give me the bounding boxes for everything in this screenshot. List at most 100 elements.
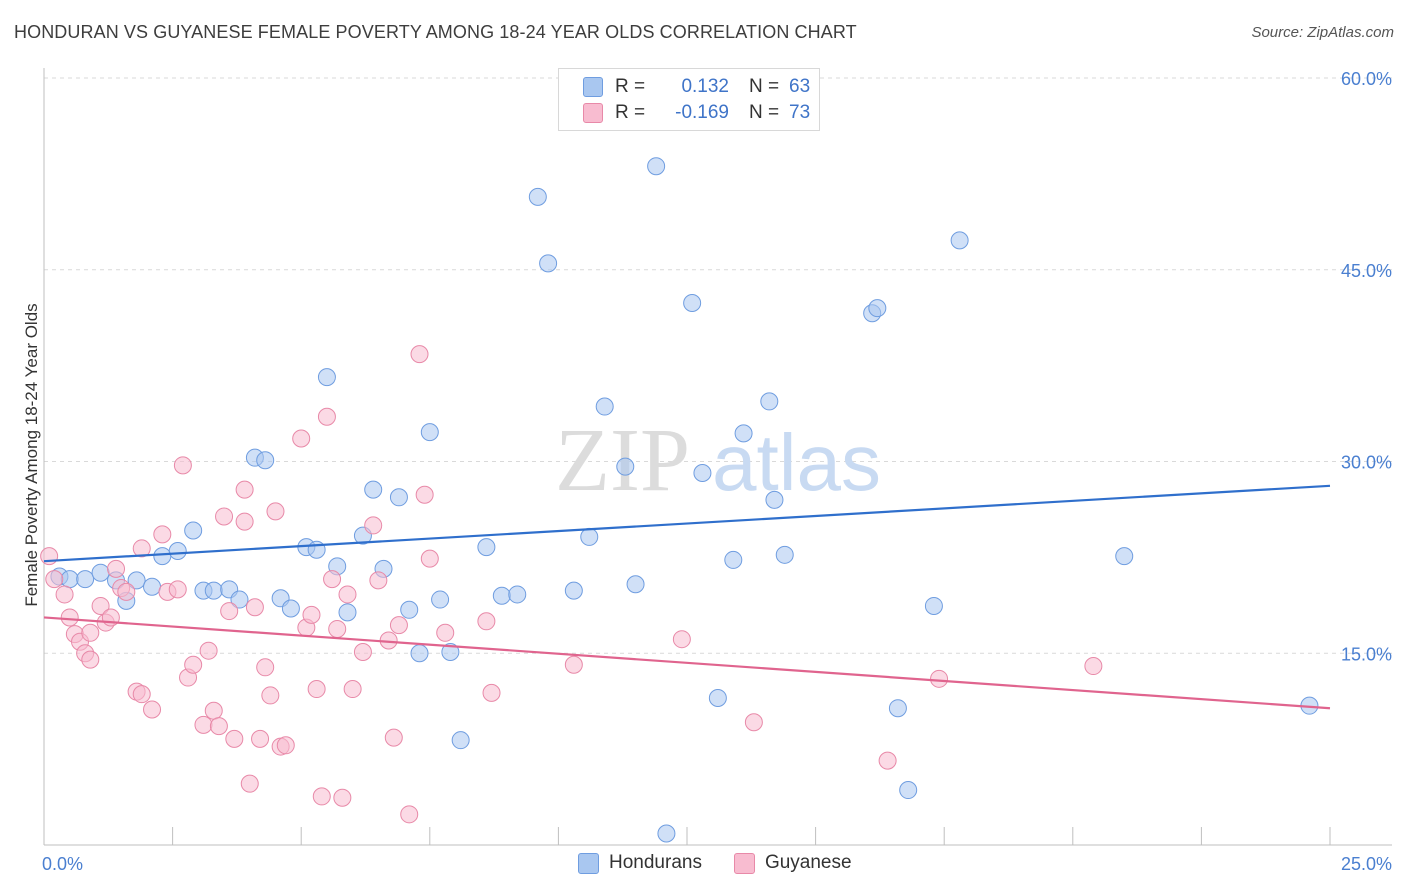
data-point — [204, 701, 223, 720]
legend-item-guyanese[interactable]: Guyanese — [733, 852, 852, 874]
data-point — [220, 602, 239, 621]
source-label: Source: ZipAtlas.com — [1251, 24, 1394, 41]
data-point — [734, 424, 753, 443]
data-point — [436, 623, 455, 642]
legend-r-label: R = — [615, 76, 646, 97]
y-axis-label: Female Poverty Among 18-24 Year Olds — [22, 303, 41, 606]
data-point — [420, 423, 439, 442]
data-point — [441, 642, 460, 661]
y-tick-label: 45.0% — [1341, 261, 1392, 281]
data-point — [1115, 547, 1134, 566]
data-point — [55, 585, 74, 604]
x-tick-label: 0.0% — [42, 854, 83, 874]
data-point — [127, 571, 146, 590]
data-point — [173, 456, 192, 475]
data-point — [595, 397, 614, 416]
y-tick-label: 60.0% — [1341, 69, 1392, 89]
data-point — [132, 539, 151, 558]
legend-r-value: 0.132 — [681, 76, 729, 97]
data-point — [235, 480, 254, 499]
data-point — [245, 598, 264, 617]
data-point — [492, 586, 511, 605]
data-point — [60, 570, 79, 589]
data-point — [328, 619, 347, 638]
y-tick-label: 15.0% — [1341, 644, 1392, 664]
data-point — [317, 407, 336, 426]
data-point — [194, 715, 213, 734]
data-point — [107, 559, 126, 578]
data-point — [878, 751, 897, 770]
chart-title: HONDURAN VS GUYANESE FEMALE POVERTY AMON… — [14, 22, 857, 42]
data-point — [266, 502, 285, 521]
data-point — [626, 575, 645, 594]
data-point — [168, 541, 187, 560]
data-point — [292, 429, 311, 448]
data-point — [508, 585, 527, 604]
data-point — [420, 549, 439, 568]
data-point — [765, 490, 784, 509]
data-point — [40, 547, 59, 566]
data-point — [899, 781, 918, 800]
data-point — [364, 480, 383, 499]
data-point — [132, 685, 151, 704]
data-point — [312, 787, 331, 806]
legend-label-hondurans: Hondurans — [609, 852, 702, 873]
legend-r-value: -0.169 — [675, 102, 729, 123]
data-point — [888, 699, 907, 718]
data-point — [343, 680, 362, 699]
legend-swatch-hondurans — [578, 852, 599, 874]
data-point — [400, 600, 419, 619]
data-point — [1084, 657, 1103, 676]
data-point — [564, 655, 583, 674]
data-point — [209, 717, 228, 736]
data-point — [168, 580, 187, 599]
trend-lines — [43, 484, 1331, 710]
data-point — [539, 254, 558, 273]
data-point — [307, 680, 326, 699]
data-point — [204, 581, 223, 600]
data-point — [230, 590, 249, 609]
data-point — [415, 485, 434, 504]
data-point — [950, 231, 969, 250]
data-point — [199, 641, 218, 660]
data-point — [91, 563, 110, 582]
data-point — [81, 650, 100, 669]
legend-item-hondurans[interactable]: Hondurans — [578, 852, 702, 874]
data-point — [184, 655, 203, 674]
data-point — [307, 540, 326, 559]
data-point — [616, 457, 635, 476]
trend-line — [43, 616, 1331, 710]
data-point — [369, 571, 388, 590]
y-tick-label: 30.0% — [1341, 453, 1392, 473]
data-point — [451, 731, 470, 750]
data-point — [353, 642, 372, 661]
data-point — [60, 608, 79, 627]
legend-swatch-hondurans — [583, 77, 603, 97]
data-point — [302, 605, 321, 624]
data-point — [760, 392, 779, 411]
data-point — [431, 590, 450, 609]
data-point — [400, 805, 419, 824]
data-point — [184, 521, 203, 540]
axes — [43, 68, 1392, 846]
data-point — [930, 669, 949, 688]
data-point — [256, 451, 275, 470]
data-point — [389, 616, 408, 635]
tick-labels: 15.0% 30.0% 45.0% 60.0% 0.0% 25.0% — [42, 69, 1392, 874]
data-point — [143, 700, 162, 719]
legend-label-guyanese: Guyanese — [764, 852, 852, 873]
data-point — [868, 299, 887, 318]
data-point — [91, 596, 110, 615]
series-guyanese — [40, 345, 1103, 824]
data-point — [693, 464, 712, 483]
data-point — [647, 157, 666, 176]
data-point — [683, 293, 702, 312]
data-point — [482, 683, 501, 702]
series-legend: Hondurans Guyanese — [578, 852, 884, 874]
data-point — [215, 507, 234, 526]
data-point — [564, 581, 583, 600]
data-point — [338, 603, 357, 622]
x-tick-label: 25.0% — [1341, 854, 1392, 874]
data-point — [143, 577, 162, 596]
